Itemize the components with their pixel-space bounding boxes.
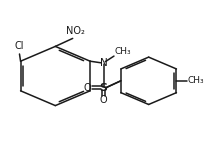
Text: CH₃: CH₃	[187, 76, 204, 85]
Text: CH₃: CH₃	[115, 47, 131, 56]
Text: NO₂: NO₂	[66, 26, 85, 36]
Text: S: S	[100, 83, 108, 93]
Text: N: N	[100, 58, 107, 68]
Text: O: O	[84, 83, 92, 93]
Text: O: O	[100, 95, 107, 105]
Text: Cl: Cl	[15, 41, 24, 51]
